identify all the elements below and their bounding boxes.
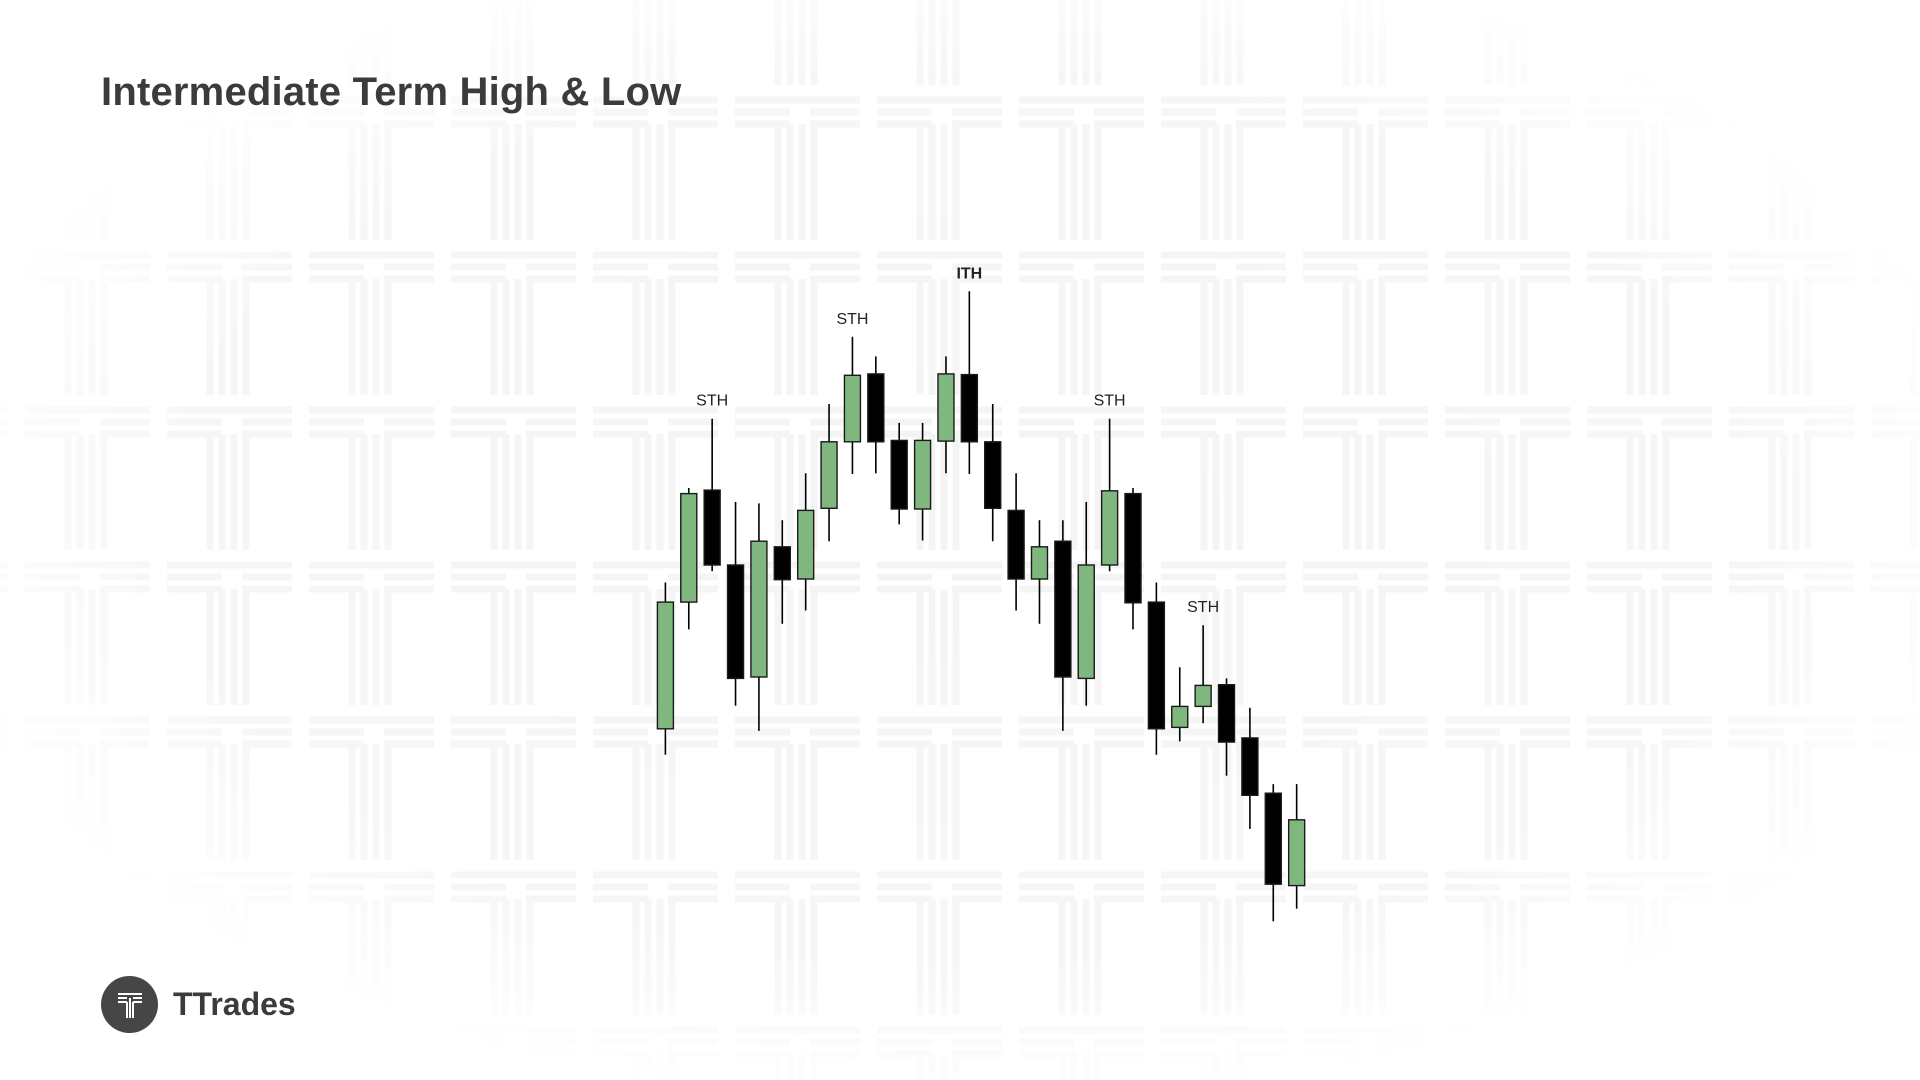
ttrades-logo-icon	[101, 976, 158, 1033]
bullish-candle-body	[913, 439, 932, 510]
bullish-candle-body	[1100, 490, 1119, 566]
sth-label: STH	[1187, 599, 1219, 616]
bullish-candle-body	[1030, 546, 1049, 580]
bullish-candle-body	[1194, 684, 1212, 708]
bullish-candle-body	[1077, 564, 1095, 680]
bearish-candle-body	[1054, 540, 1072, 678]
bearish-candle-body	[703, 489, 721, 566]
bearish-candle-body	[1217, 684, 1236, 743]
brand: TTrades	[101, 976, 296, 1033]
sth-label: STH	[836, 311, 868, 328]
bullish-candle-body	[937, 373, 955, 442]
bullish-candle-body	[1171, 705, 1189, 729]
bearish-candle-body	[1147, 601, 1166, 730]
page-title: Intermediate Term High & Low	[101, 70, 682, 114]
bearish-candle-body	[726, 564, 745, 680]
bullish-candle-body	[750, 540, 768, 678]
bearish-candle-body	[867, 373, 885, 443]
sth-label: STH	[696, 393, 728, 410]
bullish-candle-body	[1287, 819, 1306, 887]
bullish-candle-body	[796, 509, 815, 580]
bearish-candle-body	[960, 373, 979, 443]
bullish-candle-body	[656, 601, 675, 730]
bullish-candle-body	[843, 374, 862, 443]
bearish-candle-body	[1241, 737, 1259, 797]
bearish-candle-body	[1007, 509, 1025, 580]
brand-name: TTrades	[173, 986, 296, 1022]
bullish-candle-body	[680, 492, 698, 603]
bearish-candle-body	[1124, 492, 1142, 604]
bearish-candle-body	[890, 439, 908, 510]
bearish-candle-body	[984, 441, 1002, 509]
bullish-candle-body	[820, 441, 838, 509]
sth-label: STH	[1094, 393, 1126, 410]
bearish-candle-body	[1264, 792, 1282, 885]
ith-label: ITH	[956, 265, 982, 282]
bearish-candle-body	[773, 546, 791, 581]
